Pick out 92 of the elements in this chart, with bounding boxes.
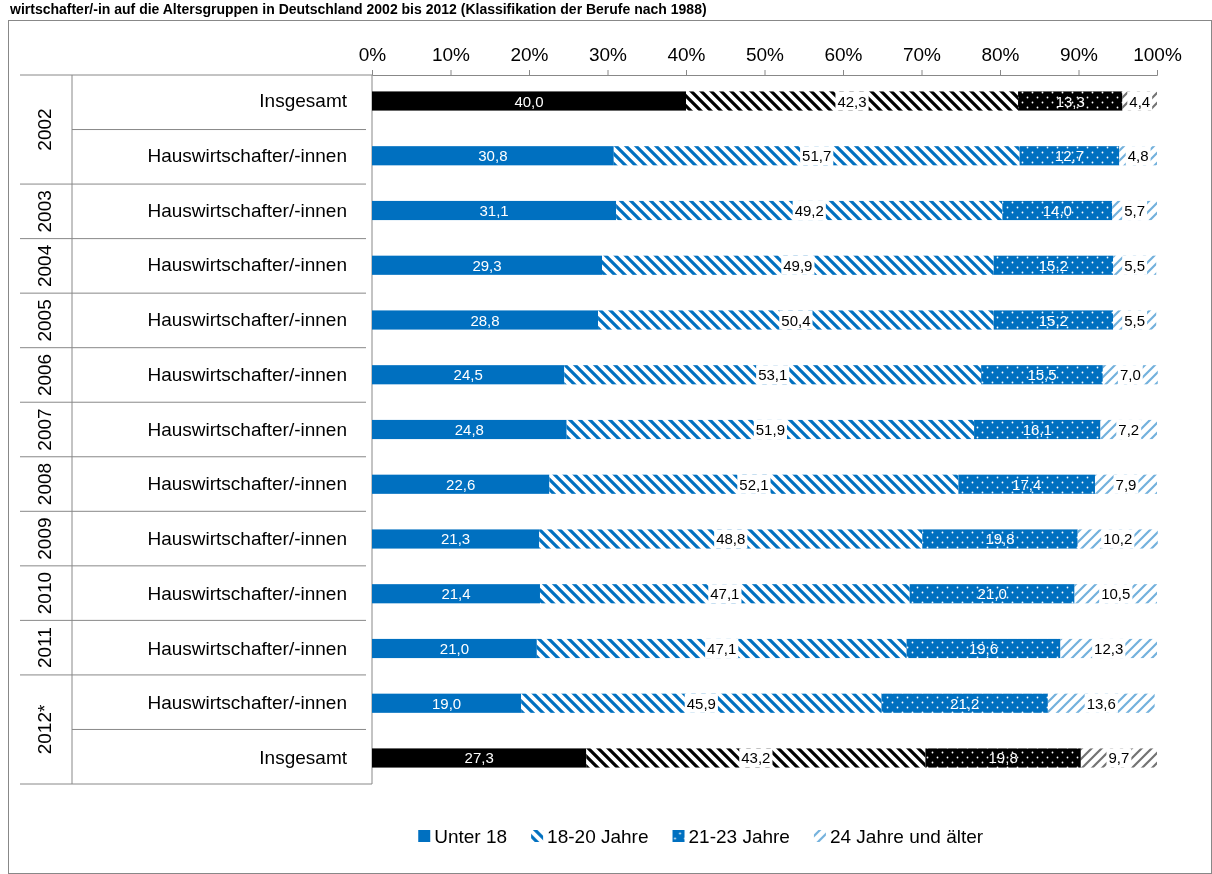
data-label: 29,3 [472, 256, 502, 274]
x-tick-label: 70% [902, 44, 942, 66]
data-label: 21,0 [439, 640, 470, 657]
text: 2006 [34, 353, 56, 397]
text: 2004 [34, 244, 56, 288]
data-label: 19,8 [985, 530, 1015, 548]
data-label: 21,2 [950, 694, 980, 712]
data-label: 4,4 [1129, 92, 1151, 110]
legend-label: 21-23 Jahre [688, 825, 790, 847]
data-label: 28,8 [470, 311, 500, 329]
data-label: 21,0 [977, 585, 1007, 603]
data-label: 19,0 [431, 694, 462, 712]
data-label: 51,7 [802, 147, 832, 165]
data-label: 15,2 [1038, 311, 1068, 329]
y-tick-label: Hauswirtschafter/-innen [147, 528, 347, 550]
x-tick-label: 30% [588, 44, 628, 66]
data-label: 31,1 [479, 202, 509, 219]
chart-title: wirtschafter/-in auf die Altersgruppen in Deutschland 2002 bis 2012 (Klassifikation der Berufe nach 1988) [9, 1, 707, 17]
y-tick-label: Hauswirtschafter/-innen [147, 637, 347, 659]
data-label: 15,5 [1027, 366, 1057, 384]
data-label: 49,9 [783, 256, 813, 274]
data-label: 22,6 [446, 475, 476, 493]
text: 2010 [34, 571, 56, 615]
y-tick-label: Hauswirtschafter/-innen [147, 199, 347, 221]
data-label: 10,2 [1103, 530, 1133, 548]
text: 2005 [34, 299, 56, 342]
data-label: 24,8 [454, 421, 484, 438]
data-label: 48,8 [716, 530, 746, 548]
data-label: 16,1 [1022, 421, 1052, 438]
y-tick-label: Insgesamt [259, 747, 348, 769]
data-label: 15,2 [1038, 256, 1068, 274]
y-tick-label: Hauswirtschafter/-innen [147, 254, 347, 276]
data-label: 17,4 [1012, 475, 1042, 493]
data-label: 53,1 [758, 366, 788, 384]
y-tick-label: Hauswirtschafter/-innen [147, 582, 347, 604]
data-label: 7,9 [1115, 475, 1137, 493]
text: 2007 [34, 408, 56, 451]
data-label: 5,5 [1124, 256, 1146, 274]
y-tick-label: Insgesamt [259, 90, 348, 112]
y-tick-label: Hauswirtschafter/-innen [147, 473, 347, 495]
legend-label: 24 Jahre und älter [829, 825, 984, 847]
data-label: 50,4 [781, 311, 811, 329]
data-label: 19,8 [988, 749, 1018, 767]
x-tick-label: 20% [510, 44, 549, 66]
text: 2002 [34, 108, 56, 151]
text: 2009 [34, 517, 56, 560]
data-label: 19,6 [968, 640, 999, 657]
y-tick-label: Hauswirtschafter/-innen [147, 363, 347, 385]
data-label: 49,2 [794, 202, 824, 219]
data-label: 12,7 [1054, 147, 1085, 165]
data-label: 9,7 [1108, 749, 1130, 767]
data-label: 40,0 [514, 92, 544, 110]
data-label: 24,5 [453, 366, 483, 384]
data-label: 12,3 [1094, 640, 1124, 657]
y-tick-label: Hauswirtschafter/-innen [147, 418, 347, 440]
text: 2012* [34, 704, 56, 755]
data-label: 5,5 [1124, 311, 1146, 329]
data-label: 7,2 [1118, 421, 1140, 438]
data-label: 10,5 [1101, 585, 1131, 603]
data-label: 13,3 [1055, 92, 1085, 110]
x-tick-label: 10% [431, 44, 471, 66]
x-tick-label: 0% [358, 44, 387, 66]
data-label: 45,9 [686, 694, 716, 712]
data-label: 42,3 [837, 92, 867, 110]
x-tick-label: 60% [824, 44, 863, 66]
data-label: 21,3 [441, 530, 471, 548]
y-tick-label: Hauswirtschafter/-innen [147, 144, 347, 166]
data-label: 7,0 [1119, 366, 1141, 384]
text: 2003 [34, 190, 56, 233]
data-label: 14,0 [1042, 202, 1072, 219]
x-tick-label: 40% [667, 44, 706, 66]
x-tick-label: 50% [745, 44, 785, 66]
text: 2011 [34, 627, 56, 669]
x-tick-label: 90% [1059, 44, 1099, 66]
data-label: 51,9 [755, 421, 785, 438]
data-label: 30,8 [478, 147, 508, 165]
x-tick-label: 80% [981, 44, 1020, 66]
data-label: 47,1 [707, 640, 737, 657]
data-label: 21,4 [441, 585, 471, 603]
data-label: 27,3 [464, 749, 494, 767]
x-tick-label: 100% [1133, 44, 1182, 66]
data-label: 13,6 [1086, 694, 1116, 712]
data-label: 4,8 [1127, 147, 1149, 165]
legend-label: Unter 18 [434, 825, 508, 847]
legend-label: 18-20 Jahre [547, 825, 649, 847]
data-label: 47,1 [710, 585, 740, 603]
data-label: 43,2 [741, 749, 771, 767]
text: 2008 [34, 462, 56, 506]
y-tick-label: Hauswirtschafter/-innen [147, 309, 347, 331]
data-label: 52,1 [739, 475, 769, 493]
y-tick-label: Hauswirtschafter/-innen [147, 692, 347, 714]
data-label: 5,7 [1124, 202, 1146, 219]
